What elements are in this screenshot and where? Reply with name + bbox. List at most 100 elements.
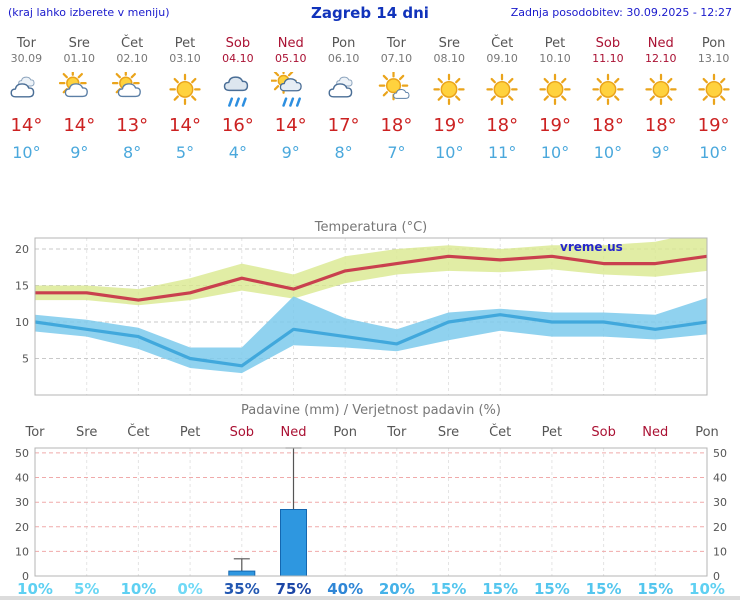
svg-text:Tor: Tor <box>386 425 407 440</box>
day-date: 06.10 <box>327 52 360 65</box>
precip-grid-horizontal <box>35 452 707 552</box>
sunny-icon <box>159 67 212 113</box>
temp-high: 14° <box>63 115 96 136</box>
svg-text:Tor: Tor <box>24 425 45 440</box>
forecast-days-row: Tor 30.09 14° 10° Sre 01.10 14° 9° Čet 02.10 13° 8°… <box>0 30 740 162</box>
day-date: 02.10 <box>116 52 148 65</box>
temp-low: 10° <box>435 143 464 162</box>
precip-day-labels: Tor Sre Čet Pet Sob Ned Pon Tor Sre Čet Pet Sob Ned P… <box>24 424 718 440</box>
svg-text:15%: 15% <box>482 580 518 598</box>
temp-chart-title: Temperatura (°C) <box>314 220 427 235</box>
svg-text:Sob: Sob <box>230 425 254 440</box>
day-column-sob-04.10: Sob 04.10 16° 4° <box>211 30 264 162</box>
precip-y-axis-right: 0 10 20 30 40 50 <box>713 447 727 583</box>
svg-text:15: 15 <box>15 280 29 293</box>
day-name: Tor <box>16 36 36 51</box>
day-column-sob-11.10: Sob 11.10 18° 10° <box>581 30 634 162</box>
cloudy-icon <box>0 67 53 113</box>
temp-low: 9° <box>281 143 300 162</box>
sunny-icon <box>423 67 476 113</box>
last-update: Zadnja posodobitev: 30.09.2025 - 12:27 <box>510 6 732 19</box>
svg-text:20%: 20% <box>379 580 415 598</box>
day-column-ned-12.10: Ned 12.10 18° 9° <box>634 30 687 162</box>
day-name: Pon <box>701 36 726 51</box>
svg-text:5: 5 <box>22 353 29 366</box>
day-column-čet-02.10: Čet 02.10 13° 8° <box>106 30 159 162</box>
temp-low: 8° <box>334 143 353 162</box>
day-column-tor-07.10: Tor 07.10 18° 7° <box>370 30 423 162</box>
svg-text:75%: 75% <box>276 580 312 598</box>
rain-sun-icon <box>264 67 317 113</box>
temp-low: 10° <box>699 143 728 162</box>
svg-text:20: 20 <box>15 521 29 534</box>
precip-grid-vertical <box>34 448 708 576</box>
temp-high: 13° <box>116 115 149 136</box>
temp-high: 19° <box>433 115 466 136</box>
temp-high: 14° <box>274 115 307 136</box>
day-name: Sre <box>438 36 460 51</box>
day-column-ned-05.10: Ned 05.10 14° 9° <box>264 30 317 162</box>
svg-text:Sre: Sre <box>76 425 97 440</box>
temp-low: 11° <box>487 143 517 162</box>
svg-text:0: 0 <box>22 570 29 583</box>
svg-text:Ned: Ned <box>642 425 668 440</box>
svg-text:10: 10 <box>15 545 29 558</box>
svg-text:10: 10 <box>713 545 727 558</box>
day-column-pon-06.10: Pon 06.10 17° 8° <box>317 30 370 162</box>
day-name: Čet <box>121 36 144 51</box>
day-date: 11.10 <box>592 52 624 65</box>
rain-icon <box>211 67 264 113</box>
day-name: Ned <box>647 36 674 51</box>
day-column-pon-13.10: Pon 13.10 19° 10° <box>687 30 740 162</box>
sunny-icon <box>687 67 740 113</box>
temp-high: 17° <box>327 115 360 136</box>
day-column-sre-01.10: Sre 01.10 14° 9° <box>53 30 106 162</box>
day-date: 09.10 <box>486 52 518 65</box>
sunny-icon <box>476 67 529 113</box>
svg-text:Sob: Sob <box>591 425 615 440</box>
day-name: Pet <box>174 36 196 51</box>
temp-series <box>35 238 707 374</box>
svg-text:10%: 10% <box>120 580 156 598</box>
temp-high: 19° <box>697 115 730 136</box>
temp-low: 5° <box>175 143 195 162</box>
svg-text:Čet: Čet <box>489 424 511 440</box>
day-date: 12.10 <box>644 52 677 65</box>
day-column-tor-30.09: Tor 30.09 14° 10° <box>0 30 53 162</box>
temp-high: 14° <box>169 115 201 136</box>
day-date: 04.10 <box>222 52 254 65</box>
precip-bars <box>228 447 307 577</box>
temp-low: 7° <box>387 143 406 162</box>
svg-text:40: 40 <box>713 472 727 485</box>
day-date: 03.10 <box>169 52 201 65</box>
day-column-čet-09.10: Čet 09.10 18° 11° <box>476 30 529 162</box>
svg-text:10%: 10% <box>689 580 725 598</box>
location-menu-hint: (kraj lahko izberete v meniju) <box>8 6 170 19</box>
partly-cloudy-icon <box>106 67 159 113</box>
svg-text:15%: 15% <box>534 580 570 598</box>
precip-chart-title: Padavine (mm) / Verjetnost padavin (%) <box>241 403 501 418</box>
precipitation-chart: Tor Sre Čet Pet Sob Ned Pon Tor Sre Čet Pet Sob Ned P… <box>15 403 727 598</box>
temp-high: 18° <box>591 115 624 136</box>
horizontal-scrollbar[interactable] <box>0 596 740 600</box>
temp-high: 18° <box>486 115 519 136</box>
svg-text:30: 30 <box>15 496 29 509</box>
cloudy-icon <box>317 67 370 113</box>
temp-low: 10° <box>12 143 41 162</box>
temp-high: 18° <box>644 115 677 136</box>
day-name: Pet <box>544 36 566 51</box>
temp-high: 19° <box>539 115 571 136</box>
watermark-link[interactable]: vreme.us <box>560 240 623 254</box>
partly-cloudy-icon <box>53 67 106 113</box>
svg-text:Čet: Čet <box>127 424 149 440</box>
svg-text:50: 50 <box>713 447 727 460</box>
svg-text:Pet: Pet <box>542 425 562 440</box>
svg-text:35%: 35% <box>224 580 260 598</box>
svg-text:15%: 15% <box>637 580 673 598</box>
svg-text:30: 30 <box>713 496 727 509</box>
precip-bar <box>280 509 307 577</box>
day-date: 30.09 <box>10 52 43 65</box>
svg-text:Pon: Pon <box>333 425 357 440</box>
svg-text:20: 20 <box>713 521 727 534</box>
